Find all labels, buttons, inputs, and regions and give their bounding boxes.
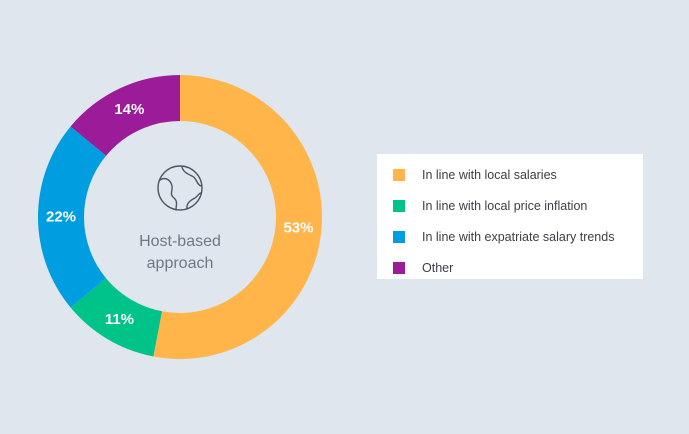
slice-label-2: 11% [105,311,134,328]
legend-label: In line with local salaries [422,167,557,182]
slice-label-1: 53% [283,220,313,237]
center-label-line1: Host-based [139,233,221,250]
legend-swatch [393,230,405,243]
donut-slices [37,75,322,359]
legend-swatch [393,168,405,181]
globe-icon [157,165,203,211]
legend-item-3: In line with expatriate salary trends [377,221,643,252]
legend-item-1: In line with local salaries [377,159,643,190]
slice-3 [37,126,107,308]
legend-swatch [393,261,405,274]
slice-labels: 53% 11% 22% 14% [46,101,314,328]
chart-legend: In line with local salaries In line with … [377,154,643,279]
legend-swatch [393,199,405,212]
legend-item-4: Other [377,252,643,283]
legend-label: Other [422,260,454,275]
legend-label: In line with expatriate salary trends [422,229,615,244]
legend-label: In line with local price inflation [422,198,588,213]
slice-label-3: 22% [46,209,76,226]
slice-2 [70,278,163,357]
legend-item-2: In line with local price inflation [377,190,643,221]
center-label-line2: approach [146,255,214,272]
slice-1 [153,75,322,359]
slice-label-4: 14% [114,101,144,118]
slice-4 [70,75,180,156]
